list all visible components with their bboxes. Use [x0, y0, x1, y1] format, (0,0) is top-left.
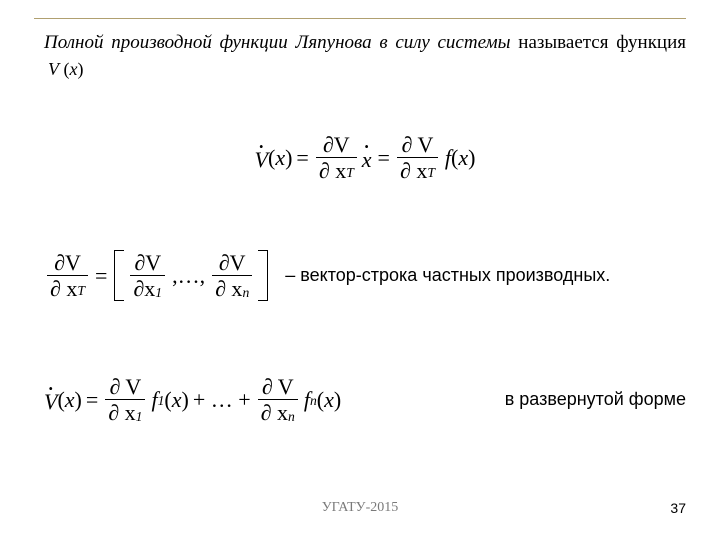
eq3-frac-1: ∂ V ∂ x1 [102, 374, 148, 425]
vdot-1: • V [255, 144, 268, 170]
eq2-caption: – вектор-строка частных производных. [285, 265, 610, 286]
intro-rest: называется функция [518, 32, 686, 53]
xdot: • x [362, 144, 372, 170]
slide: Полной производной функции Ляпунова в си… [0, 0, 720, 540]
eq2-lhs-frac: ∂V ∂ xT [44, 250, 91, 301]
intro-italic: Полной производной функции Ляпунова в си… [44, 32, 511, 53]
vdot-3: • V [44, 386, 57, 412]
equation-3: • V (x) = ∂ V ∂ x1 f1 (x) + … + ∂ V ∂ xn… [44, 374, 686, 425]
eq1-frac-2: ∂ V ∂ xT [394, 132, 441, 183]
eq1-frac-1: ∂V ∂ xT [313, 132, 360, 183]
vx-V: V [48, 59, 59, 79]
page-number: 37 [670, 500, 686, 516]
equation-2: ∂V ∂ xT = ∂V ∂x1 ,…, ∂V ∂ xn – вектор-ст… [44, 250, 686, 301]
top-rule [34, 18, 686, 19]
vx-x: x [70, 59, 78, 79]
equation-1: • V (x) = ∂V ∂ xT • x = ∂ V ∂ xT f (x) [44, 132, 686, 183]
eq3-frac-n: ∂ V ∂ xn [255, 374, 301, 425]
intro-text: Полной производной функции Ляпунова в си… [44, 30, 686, 81]
eq3-caption: в развернутой форме [485, 389, 686, 410]
left-bracket [114, 250, 124, 301]
eq2-term-1: ∂V ∂x1 [127, 250, 168, 301]
eq2-term-n: ∂V ∂ xn [209, 250, 255, 301]
footer-center: УГАТУ-2015 [0, 500, 720, 516]
right-bracket [258, 250, 268, 301]
intro-inline-expr: V (x) [48, 57, 84, 81]
